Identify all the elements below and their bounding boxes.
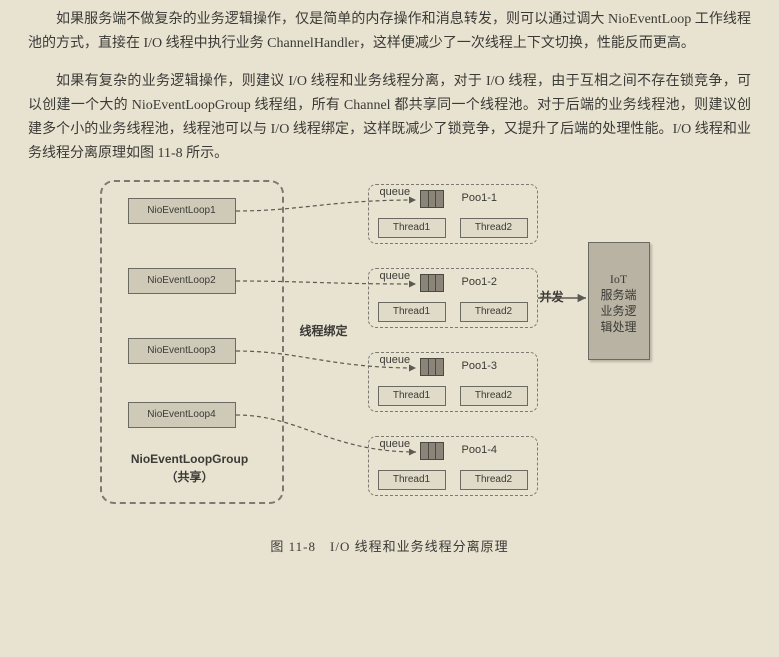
pool1-thread2: Thread2 bbox=[460, 218, 528, 238]
figure-11-8: NioEventLoop1 NioEventLoop2 NioEventLoop… bbox=[100, 180, 680, 530]
pool4-thread1: Thread1 bbox=[378, 470, 446, 490]
pool3-label: Poo1-3 bbox=[462, 360, 497, 372]
pool2-label: Poo1-2 bbox=[462, 276, 497, 288]
pool4-thread2: Thread2 bbox=[460, 470, 528, 490]
pool3-queue-label: queue bbox=[380, 354, 411, 366]
paragraph-2: 如果有复杂的业务逻辑操作，则建议 I/O 线程和业务线程分离，对于 I/O 线程… bbox=[0, 70, 779, 166]
concurrency-label: 并发 bbox=[540, 288, 564, 305]
pool3-queue-icon bbox=[420, 358, 444, 376]
iot-line2: 服务端 bbox=[589, 287, 649, 303]
nioeventloop3-box: NioEventLoop3 bbox=[128, 338, 236, 364]
pool4-queue-icon bbox=[420, 442, 444, 460]
pool2-thread2: Thread2 bbox=[460, 302, 528, 322]
iot-line4: 辑处理 bbox=[589, 319, 649, 335]
group-label-line2: （共享） bbox=[100, 468, 280, 485]
pool1-queue-icon bbox=[420, 190, 444, 208]
pool1-thread1: Thread1 bbox=[378, 218, 446, 238]
iot-line1: IoT bbox=[589, 271, 649, 287]
iot-line3: 业务逻 bbox=[589, 303, 649, 319]
bind-label: 线程绑定 bbox=[300, 322, 348, 339]
pool4-label: Poo1-4 bbox=[462, 444, 497, 456]
paragraph-1: 如果服务端不做复杂的业务逻辑操作，仅是简单的内存操作和消息转发，则可以通过调大 … bbox=[0, 8, 779, 56]
iot-box: IoT 服务端 业务逻 辑处理 bbox=[588, 242, 650, 360]
pool2-queue-label: queue bbox=[380, 270, 411, 282]
pool3-thread1: Thread1 bbox=[378, 386, 446, 406]
nioeventloop2-box: NioEventLoop2 bbox=[128, 268, 236, 294]
pool1-queue-label: queue bbox=[380, 186, 411, 198]
nioeventloop1-box: NioEventLoop1 bbox=[128, 198, 236, 224]
figure-caption: 图 11-8 I/O 线程和业务线程分离原理 bbox=[0, 536, 779, 555]
pool3-thread2: Thread2 bbox=[460, 386, 528, 406]
pool2-queue-icon bbox=[420, 274, 444, 292]
pool4-queue-label: queue bbox=[380, 438, 411, 450]
nioeventloop4-box: NioEventLoop4 bbox=[128, 402, 236, 428]
pool2-thread1: Thread1 bbox=[378, 302, 446, 322]
group-label-line1: NioEventLoopGroup bbox=[100, 452, 280, 466]
pool1-label: Poo1-1 bbox=[462, 192, 497, 204]
